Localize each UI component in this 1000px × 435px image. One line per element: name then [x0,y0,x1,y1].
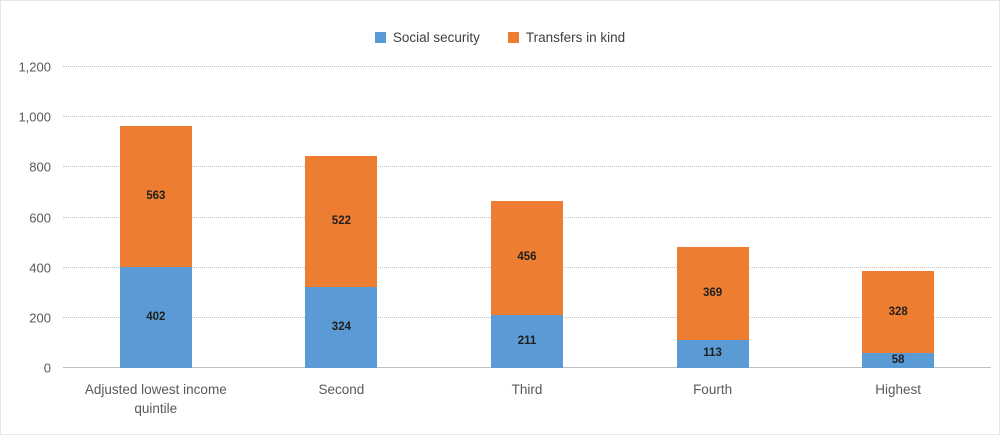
stacked-bar: 58 328 [862,67,935,368]
bar-column: 402 563 [63,67,249,368]
bar-segment-social-security: 113 [676,339,749,368]
y-axis-tick-label: 1,200 [18,59,51,75]
stacked-bar: 113 369 [676,67,749,368]
stacked-bar: 211 456 [490,67,563,368]
bar-segment-transfers-in-kind: 456 [490,200,563,316]
data-label: 211 [517,334,537,347]
bar-segment-social-security: 58 [862,353,935,368]
y-gridline [63,116,991,118]
bar-column: 58 328 [805,67,991,368]
plot-area: 402 563 324 522 211 456 113 369 58 328 0 200 400 600… [18,60,991,376]
data-label: 58 [891,353,905,366]
x-axis-category-label: Fourth [693,382,733,397]
y-axis-tick-label: 400 [29,260,51,276]
bar-segment-transfers-in-kind: 369 [676,247,749,340]
data-label: 456 [517,251,537,264]
bar-column: 113 369 [620,67,806,368]
x-axis-category-label: Adjusted lowest income quintile [84,382,227,416]
legend-label: Social security [392,30,480,45]
bar-segment-social-security: 402 [119,267,192,368]
data-label: 369 [702,286,723,299]
bar-segment-social-security: 211 [490,315,563,368]
bar-segment-transfers-in-kind: 522 [305,155,378,287]
legend-swatch-icon [374,32,386,43]
data-label: 113 [703,347,722,360]
y-axis-tick-label: 200 [29,310,51,326]
data-label: 563 [146,189,166,202]
bar-column: 211 456 [434,67,620,368]
x-axis-category-label: Third [511,382,543,397]
x-axis-labels: Adjusted lowest income quintile Second Thi… [63,381,991,419]
legend-item: Social security [374,30,480,45]
bar-column: 324 522 [249,67,435,368]
legend-item: Transfers in kind [507,30,626,45]
x-axis-category-label: Second [318,382,365,397]
data-label: 328 [888,305,908,318]
x-axis-category-label: Highest [875,382,922,397]
y-axis-tick-label: 0 [43,360,51,376]
data-label: 324 [331,320,351,333]
y-gridline [63,66,991,67]
bars-layer: 402 563 324 522 211 456 113 369 58 328 [63,67,991,368]
y-gridline [63,166,991,168]
bar-segment-transfers-in-kind: 328 [862,271,935,354]
bar-segment-transfers-in-kind: 563 [119,125,192,268]
legend-label: Transfers in kind [525,30,626,45]
bar-segment-social-security: 324 [305,286,378,368]
data-label: 402 [146,310,166,323]
chart-legend: Social security Transfers in kind [1,30,999,45]
y-axis-tick-label: 800 [29,159,51,175]
y-axis-tick-label: 1,000 [18,109,51,125]
stacked-bar: 324 522 [305,67,378,368]
data-label: 522 [331,214,351,227]
y-axis-tick-label: 600 [29,210,51,225]
stacked-bar: 402 563 [119,67,192,368]
legend-swatch-icon [507,32,519,43]
